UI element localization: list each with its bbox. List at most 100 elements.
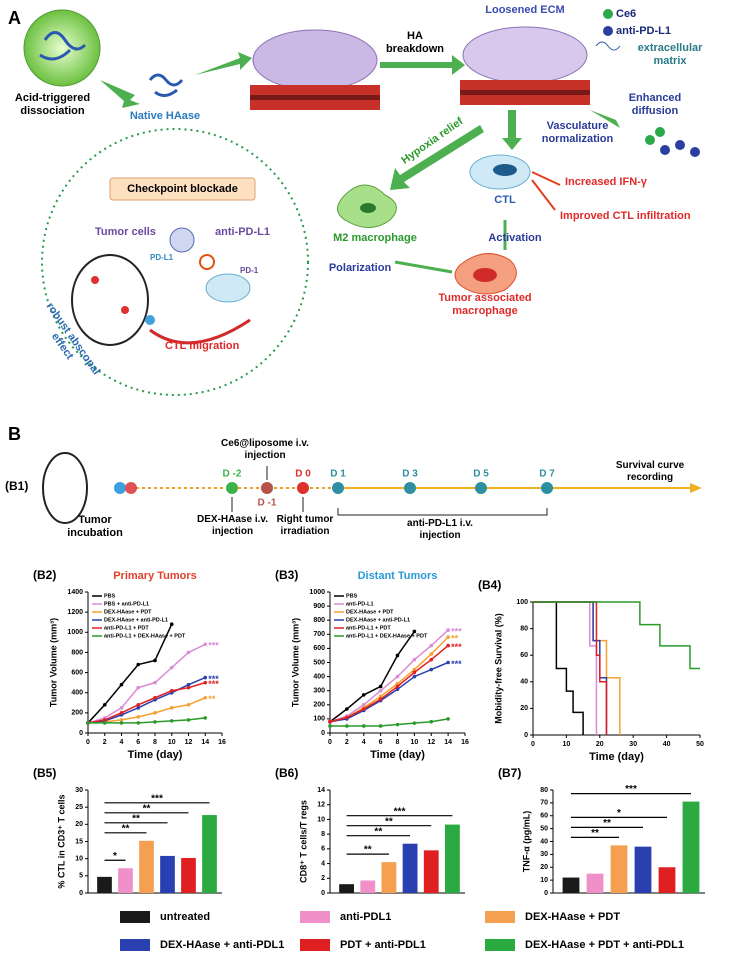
x-tick-label: 0 [531,741,535,748]
point [119,711,124,715]
label: CTL [494,194,516,206]
label: Increased IFN-γ [565,176,647,188]
point [153,720,157,724]
panel-label: (B3) [275,568,298,582]
bar [586,873,604,893]
significance: *** [208,679,219,689]
bar [634,846,652,893]
point [136,721,141,725]
panel-label: (B4) [478,578,501,592]
point [86,721,90,725]
point [203,680,208,685]
series-line [329,631,415,723]
y-tick-label: 1200 [67,609,83,616]
point [153,658,157,663]
significance: *** [451,642,462,652]
point [186,703,191,707]
significance: * [113,851,117,862]
label: extracellular matrix [637,42,703,67]
point [412,629,417,634]
point [186,718,191,722]
significance: ** [374,826,382,837]
label: Tumor associated macrophage [438,292,532,317]
x-axis-title: Time (day) [370,749,425,761]
point [446,643,450,648]
x-tick-label: 6 [136,739,140,746]
y-tick-label: 40 [520,679,528,686]
point [119,718,124,722]
legend-label: anti-PD-L1 + DEX-HAase + PDT [104,633,186,639]
legend-swatch [300,939,330,951]
y-tick-label: 0 [544,890,548,897]
point [429,643,434,648]
point [169,719,174,723]
legend-swatch [120,939,150,951]
bar [402,843,418,893]
y-tick-label: 1000 [309,589,325,596]
x-tick-label: 16 [218,739,226,746]
label: Checkpoint blockade [127,183,238,195]
label: Native HAase [129,110,201,122]
legend-label: anti-PD-L1 + PDT [346,625,391,631]
chart-title: Primary Tumors [113,570,197,582]
y-tick-label: 30 [540,851,548,858]
x-tick-label: 4 [120,739,124,746]
day-node [261,482,273,494]
point [136,703,141,707]
y-tick-label: 1400 [67,589,83,596]
label: PD-1 [240,266,259,275]
point [119,721,124,725]
y-tick-label: 10 [317,816,325,823]
point [412,674,417,679]
point [102,721,107,725]
label: Right tumor irradiation [276,514,334,537]
x-tick-label: 12 [427,739,435,746]
y-tick-label: 500 [313,659,325,666]
panel-label: A [8,8,21,28]
series-line [87,643,206,724]
bar [658,867,676,893]
point [169,665,174,670]
x-tick-label: 14 [201,739,209,746]
y-axis-title: TNF-α (pg/mL) [521,811,531,873]
bar [339,884,354,893]
x-tick-label: 0 [328,739,332,746]
point [102,718,107,722]
bar [445,824,460,893]
x-axis-title: Time (day) [128,749,183,761]
x-tick-label: 30 [629,741,637,748]
legend-swatch [120,911,150,923]
x-tick-label: 14 [444,739,452,746]
point [361,707,366,711]
y-tick-label: 0 [321,890,325,897]
legend-label: DEX-HAase + anti-PD-L1 [104,617,168,623]
point [169,622,174,627]
y-tick-label: 400 [313,673,325,680]
y-tick-label: 40 [540,838,548,845]
panel-label: B [8,424,21,444]
point [446,628,450,632]
bar [118,868,133,893]
series-line [533,601,584,735]
y-tick-label: 0 [79,730,83,737]
y-tick-label: 0 [524,732,528,739]
series-line [87,697,206,724]
point [169,688,174,693]
y-tick-label: 1000 [67,629,83,636]
label: Activation [488,232,542,244]
label: Acid-triggered dissociation [14,92,91,117]
y-tick-label: 14 [317,787,325,794]
bar [139,840,154,893]
label: M2 macrophage [333,232,417,244]
significance: *** [394,806,406,817]
point [378,697,383,701]
point [412,670,417,675]
label: Enhanced diffusion [628,92,682,117]
y-tick-label: 800 [71,649,83,656]
significance: ** [132,813,140,824]
significance: ** [143,803,151,814]
point [395,653,400,658]
point [378,688,383,693]
y-axis-title: Tumor Volume (mm³) [48,618,58,707]
